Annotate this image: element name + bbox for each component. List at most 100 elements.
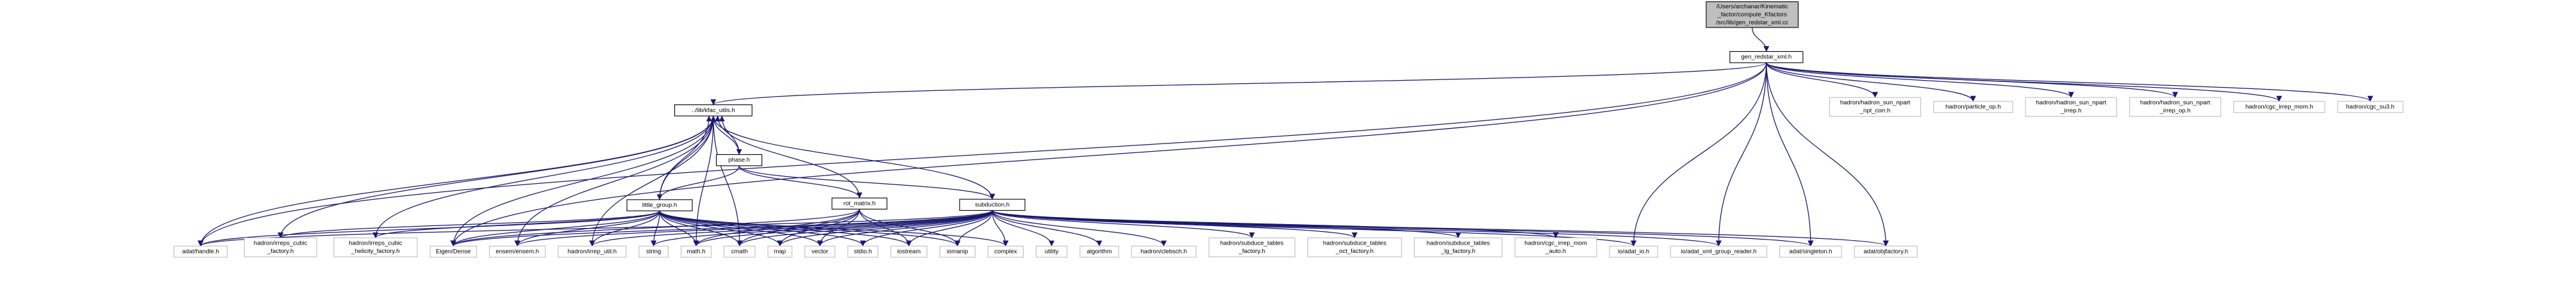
edge-subduction-to-clebsch [992,210,1167,247]
node-box [716,154,763,166]
node-label: iomanip [947,248,968,255]
node-label: iostream [897,248,921,255]
node-sun-npart-irrep-op: hadron/hadron_sun_npart _irrep_op.h [2129,97,2222,117]
edge-little_group-to-irreps_cubic_factory [278,210,660,239]
edge-kfac_utils-to-eigen_dense [450,116,714,247]
edge-kfac_utils-to-math [693,116,714,247]
node-box [724,245,756,258]
node-label: _factor/compute_Kfactors [1717,11,1787,18]
node-ensem: ensem/ensem.h [488,245,546,258]
node-map: map [767,245,793,258]
edge-gen_redstar-to-objfactory [1766,62,1889,247]
edge-subduction-to-objfactory [992,210,1889,247]
node-label: hadron/irreps_cubic [349,240,403,247]
node-box [626,199,693,211]
node-label: io/adat_io.h [1618,248,1649,255]
edge-rot_matrix-to-iostream [859,209,912,247]
node-subduce-lg: hadron/subduce_tables_lg_factory.h [1414,237,1503,257]
node-label: hadron/subduce_tables [1323,240,1386,247]
node-box [173,245,228,258]
node-kfac-utils[interactable]: ../lib/kfac_utils.h [674,104,752,117]
node-box [674,104,752,117]
edge-little_group-to-iomanip [659,210,961,247]
node-stdio: stdio.h [847,245,879,258]
node-box [890,245,927,258]
node-sun-npart-npt-corr: hadron/hadron_sun_npart _npt_corr.h [1829,97,1922,117]
node-label: string [646,248,661,255]
node-box [1779,245,1842,258]
node-cgc-irrep-mom-auto: hadron/cgc_irrep_mom_auto.h [1515,237,1597,257]
node-clebsch: hadron/clebsch.h [1131,245,1197,258]
node-box [333,237,418,257]
node-label: subduction.h [975,201,1010,208]
node-label: rot_matrix.h [843,200,876,207]
node-algorithm: algorithm [1079,245,1119,258]
edge-subduction-to-adat_handle [197,210,993,247]
edge-subduction-to-map [777,210,993,247]
node-label: _oct_factory.h [1335,248,1374,255]
edge-root-to-gen_redstar [1752,27,1770,52]
node-label: hadron/hadron_sun_npart [2036,99,2107,106]
node-iomanip: iomanip [939,245,976,258]
node-box [804,245,836,258]
node-box [939,245,976,258]
node-rot-matrix[interactable]: rot_matrix.h [831,197,888,210]
node-cgc-irrep-mom: hadron/cgc_irrep_mom.h [2233,101,2325,113]
edge-phase-to-rot_matrix [738,165,863,199]
node-label: ../lib/kfac_utils.h [692,107,735,114]
node-label: complex [994,248,1017,255]
node-box [959,199,1026,211]
node-sun-npart-irrep: hadron/hadron_sun_npart _irrep.h [2025,97,2117,117]
node-irreps-cubic-factory: hadron/irreps_cubic_factory.h [244,237,317,257]
node-label: hadron/subduce_tables [1427,240,1490,247]
node-little-group[interactable]: little_group.h [626,199,693,211]
edge-gen_redstar-to-kfac_utils [710,62,1767,106]
node-subduction[interactable]: subduction.h [959,199,1026,211]
node-label: Eigen/Dense [436,248,470,255]
node-label: hadron/particle_op.h [1945,103,2001,110]
edge-little_group-to-eigen_dense [450,211,660,247]
node-label: io/adat_xml_group_reader.h [1681,248,1756,255]
node-box [1307,237,1402,257]
node-box [1131,245,1197,258]
edge-kfac_utils-to-irreps_cubic_factory [278,116,714,238]
node-vector: vector [804,245,836,258]
node-phase[interactable]: phase.h [716,154,763,166]
node-label: hadron/clebsch.h [1141,248,1187,255]
edge-phase-to-little_group [656,165,740,200]
edge-gen_redstar-to-cgc_irrep_mom [1766,62,2282,102]
node-label: hadron/cgc_irrep_mom.h [2245,103,2313,110]
node-box [987,245,1024,258]
node-label: _irrep.h [2060,108,2081,115]
edge-rot_matrix-to-kfac_utils [715,115,860,199]
node-box [1414,237,1503,257]
edge-subduction-to-iomanip [954,210,993,247]
edge-gen_redstar-to-adat_handle [197,62,1767,247]
node-label: hadron/cgc_irrep_mom [1524,240,1587,247]
node-box [1933,101,2013,113]
dependency-edges [197,27,2373,247]
node-cgc-su3: hadron/cgc_su3.h [2337,101,2404,113]
node-label: hadron/hadron_sun_npart [2140,99,2211,106]
node-box [1706,1,1799,28]
node-label: utility [1045,248,1059,255]
node-label: /Users/archanar/Kinematic [1716,3,1788,10]
node-root[interactable]: /Users/archanar/Kinematic_factor/compute… [1706,1,1799,28]
node-label: algorithm [1087,248,1112,255]
edge-subduction-to-eigen_dense [450,210,993,247]
node-label: cmath [731,248,748,255]
node-subduce-factory: hadron/subduce_tables_factory.h [1208,237,1295,257]
node-box [638,245,669,258]
node-label: hadron/hadron_sun_npart [1840,99,1911,106]
node-label: map [774,248,786,255]
node-gen-redstar[interactable]: gen_redstar_xml.h [1729,51,1804,63]
node-iostream: iostream [890,245,927,258]
node-string: string [638,245,669,258]
node-label: _helicity_factory.h [351,248,399,255]
node-irreps-cubic-helicity: hadron/irreps_cubic_helicity_factory.h [333,237,418,257]
edge-kfac_utils-to-irrep_util [589,116,714,247]
node-box [488,245,546,258]
node-box [847,245,879,258]
edge-gen_redstar-to-cgc_su3 [1766,62,2373,102]
